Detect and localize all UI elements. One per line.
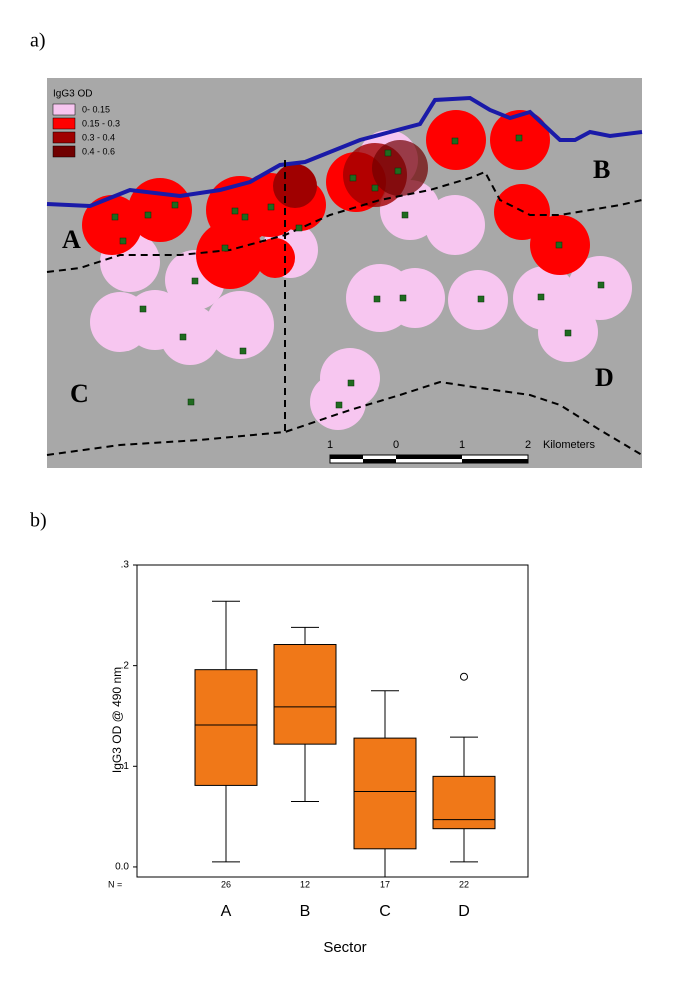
legend-title: IgG3 OD: [53, 89, 92, 100]
sector-labels: A B C D: [62, 155, 614, 408]
box: [273, 644, 337, 745]
legend-label: 0- 0.15: [82, 104, 110, 114]
y-tick-label: 0.0: [115, 862, 129, 873]
sector-label: A: [62, 225, 81, 254]
sector-label: D: [595, 363, 614, 392]
scale-label: 1: [459, 439, 465, 451]
box: [194, 669, 258, 786]
n-count: 12: [300, 879, 310, 889]
panel-label: b): [30, 510, 47, 532]
x-tick-label: D: [458, 903, 470, 920]
panel-label: a): [30, 30, 46, 52]
legend-swatch: [52, 103, 76, 116]
box: [353, 737, 417, 850]
n-count: 22: [459, 879, 469, 889]
sector-label: C: [70, 379, 89, 408]
river: [46, 95, 643, 209]
scale-label: 2: [525, 439, 531, 451]
legend-swatch: [52, 145, 76, 158]
y-tick-label: .3: [121, 560, 130, 571]
scale-unit: Kilometers: [543, 439, 595, 451]
n-count: 26: [221, 879, 231, 889]
scale-label: 0: [393, 439, 399, 451]
y-tick-label: .2: [121, 660, 130, 671]
y-tick-label: .1: [121, 761, 130, 772]
sector-label: B: [593, 155, 610, 184]
legend-label: 0.4 - 0.6: [82, 146, 115, 156]
box-plot: IgG3 OD @ 490 nm Sector N = 0.0 .1 .2 .3 26 A…: [108, 560, 529, 956]
box: [432, 775, 496, 830]
outlier: [460, 672, 468, 681]
map: IgG3 OD 0- 0.15 0.15 - 0.3 0.3 - 0.4 0.4 - …: [46, 78, 643, 468]
x-tick-label: C: [379, 903, 391, 920]
legend-label: 0.15 - 0.3: [82, 118, 120, 128]
x-axis-title: Sector: [323, 939, 366, 956]
legend-swatch: [52, 117, 76, 130]
scale-bar: 1 0 1 2 Kilometers: [327, 439, 595, 464]
y-axis-title: IgG3 OD @ 490 nm: [110, 667, 124, 773]
n-label: N =: [108, 879, 122, 889]
x-tick-label: B: [300, 903, 311, 920]
n-count: 17: [380, 879, 390, 889]
sector-boundaries: [46, 160, 643, 456]
scale-label: 1: [327, 439, 333, 451]
legend-swatch: [52, 131, 76, 144]
map-legend: IgG3 OD 0- 0.15 0.15 - 0.3 0.3 - 0.4 0.4 - …: [52, 89, 120, 158]
sites: [111, 134, 605, 409]
x-tick-label: A: [221, 903, 232, 920]
legend-label: 0.3 - 0.4: [82, 132, 115, 142]
